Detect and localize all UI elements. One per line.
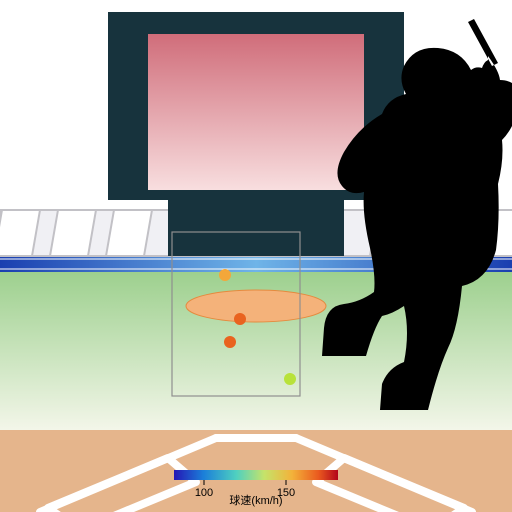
scoreboard-screen (148, 34, 364, 190)
legend-title: 球速(km/h) (229, 493, 282, 507)
stand-pillar (50, 210, 96, 256)
pitch-marker (234, 313, 246, 325)
stand-pillar (106, 210, 152, 256)
legend-tick-label: 100 (195, 487, 213, 499)
stand-pillar (0, 210, 40, 256)
pitchers-mound (186, 290, 326, 322)
pitch-marker (219, 269, 231, 281)
pitch-marker (284, 373, 296, 385)
pitch-marker (224, 336, 236, 348)
scoreboard-neck (168, 200, 344, 256)
legend-colorbar (174, 470, 338, 480)
